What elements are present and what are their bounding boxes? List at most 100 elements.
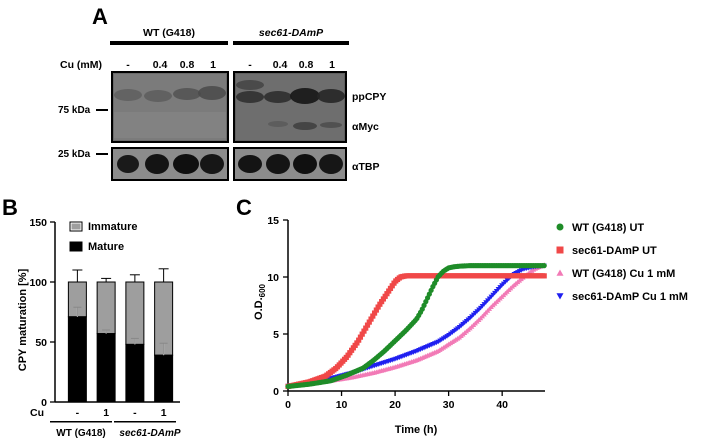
panel-b-bars (67, 268, 174, 403)
panel-c-letter: C (236, 195, 252, 220)
bar-immature (125, 281, 145, 345)
group-label-b-mut: sec61-DAmP (119, 428, 180, 439)
cu-x-row-label: Cu (30, 407, 44, 419)
x-tick-label: 20 (389, 399, 401, 411)
group-label-wt: WT (G418) (143, 27, 195, 39)
lane-label: - (126, 59, 130, 71)
data-point (359, 331, 365, 337)
panel-c-ylabel-main: O.D. (253, 297, 265, 320)
lane-label: - (248, 59, 252, 71)
y-tick-label: 15 (267, 215, 279, 227)
data-point (384, 291, 390, 297)
data-point (379, 298, 385, 305)
panel-a-letter: A (92, 4, 108, 29)
data-point (541, 263, 547, 269)
group-label-mut: sec61-DAmP (259, 27, 324, 39)
x-category-label: - (133, 407, 137, 419)
legend-marker (556, 223, 564, 231)
x-tick-label: 30 (443, 399, 455, 411)
series-0 (285, 263, 547, 390)
panel-b-ylabel: CPY maturation [%] (17, 268, 29, 371)
group-bar-wt (110, 41, 228, 45)
y-tick-label: 0 (41, 397, 47, 409)
marker-25-tick (96, 153, 108, 155)
panel-b-legend: Immature Mature (69, 221, 138, 253)
panel-b: B CPY maturation [%] 0 50 100 150 Immature M… (2, 195, 181, 439)
blot-upper-mut (233, 71, 347, 143)
panel-c-ylabel: O.D.600 (253, 283, 267, 320)
data-point (382, 293, 388, 299)
data-point (541, 273, 547, 279)
panel-c-legend: WT (G418) UT sec61-DAmP UT WT (G418) Cu 1 … (556, 222, 688, 303)
x-tick-label: 0 (285, 399, 291, 411)
lane-label: 0.8 (299, 59, 314, 71)
bar-immature (96, 281, 116, 335)
legend-swatch (69, 241, 83, 252)
data-point (387, 285, 394, 292)
data-point (370, 313, 376, 319)
panel-c: C O.D.600 Time (h) 0 5 10 15 0 10 20 30 40 WT (G… (236, 195, 688, 436)
legend-swatch-fill (71, 223, 81, 230)
blot-lower-mut (233, 147, 347, 181)
data-point (389, 283, 395, 289)
legend-label: Mature (88, 241, 124, 253)
lane-label: 0.4 (273, 59, 288, 71)
marker-75-tick (96, 109, 108, 111)
data-point (366, 319, 372, 325)
panel-c-series (285, 262, 547, 390)
data-point (371, 310, 378, 316)
panel-c-ylabel-sub: 600 (258, 283, 267, 297)
data-point (386, 288, 392, 294)
data-point (357, 334, 364, 340)
group-label-b-wt: WT (G418) (56, 428, 105, 439)
legend-marker (556, 246, 564, 254)
lane-label: 0.8 (180, 59, 195, 71)
legend-label: Immature (88, 221, 138, 233)
lane-label: 1 (210, 59, 216, 71)
label-ppcpy: ppCPY (352, 91, 386, 103)
x-category-label: 1 (161, 407, 167, 419)
lane-labels: - 0.4 0.8 1 - 0.4 0.8 1 (126, 59, 335, 71)
legend-marker (556, 269, 564, 276)
data-point (354, 340, 360, 346)
y-tick-label: 5 (273, 329, 279, 341)
bar-mature (67, 316, 87, 403)
panel-a: A WT (G418) sec61-DAmP Cu (mM) - 0.4 0.8… (58, 4, 386, 181)
x-tick-label: 40 (496, 399, 508, 411)
bar-mature (125, 343, 145, 403)
lane-label: 1 (329, 59, 335, 71)
x-tick-label: 10 (336, 399, 348, 411)
marker-25kda: 25 kDa (58, 149, 91, 160)
marker-75kda: 75 kDa (58, 105, 91, 116)
bar-mature (154, 354, 174, 403)
data-point (373, 307, 379, 313)
panel-b-x-categories: - 1 - 1 (76, 407, 167, 419)
panel-c-xlabel: Time (h) (395, 424, 438, 436)
data-point (361, 328, 367, 334)
data-point (380, 296, 387, 302)
panel-c-axes: 0 5 10 15 0 10 20 30 40 (267, 215, 545, 411)
panel-b-letter: B (2, 195, 18, 220)
x-category-label: - (76, 407, 80, 419)
data-point (364, 322, 371, 328)
label-atbp: αTBP (352, 161, 379, 173)
bar-mature (96, 333, 116, 403)
data-point (375, 304, 381, 310)
y-tick-label: 0 (273, 386, 279, 398)
y-tick-label: 150 (29, 217, 47, 229)
legend-label: sec61-DAmP UT (572, 245, 657, 257)
y-tick-label: 10 (267, 272, 279, 284)
group-underline-mut (114, 421, 176, 423)
blot-lower-wt (111, 147, 229, 181)
cu-row-label: Cu (mM) (60, 59, 102, 71)
data-point (363, 325, 369, 331)
legend-label: WT (G418) Cu 1 mM (572, 268, 675, 280)
x-category-label: 1 (103, 407, 109, 419)
data-point (368, 316, 374, 322)
group-bar-mut (233, 41, 349, 45)
series-3 (285, 263, 547, 389)
lane-label: 0.4 (153, 59, 168, 71)
y-tick-label: 100 (29, 277, 47, 289)
panel-b-yticks: 0 50 100 150 (29, 217, 55, 409)
blot-upper-wt (111, 71, 229, 143)
